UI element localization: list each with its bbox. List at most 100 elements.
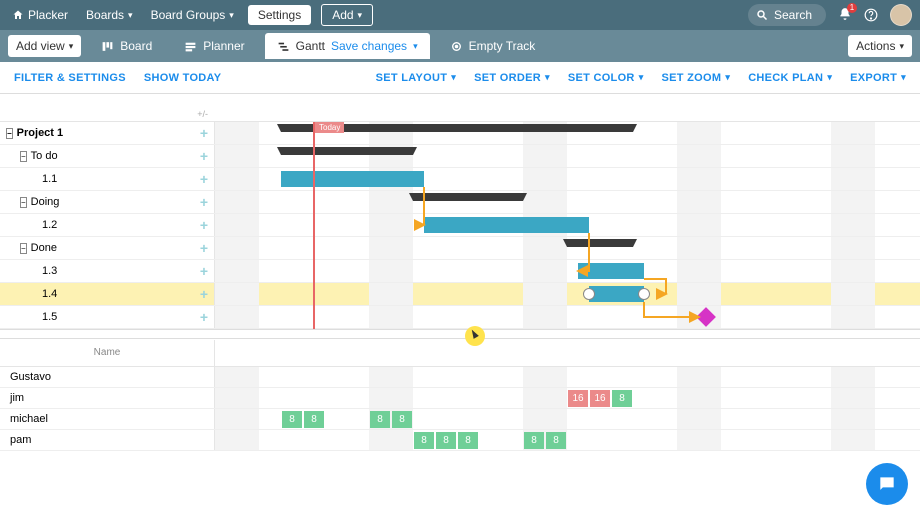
tab-empty-track[interactable]: Empty Track (438, 33, 548, 59)
task-bar[interactable] (578, 263, 644, 279)
add-view-button[interactable]: Add view ▾ (8, 35, 81, 57)
allocation-cell[interactable]: 8 (436, 432, 456, 449)
gantt-row-t14[interactable]: 1.4+ (0, 283, 920, 306)
allocation-cell[interactable]: 8 (524, 432, 544, 449)
timeline-cell[interactable] (215, 260, 920, 282)
set-zoom-button[interactable]: SET ZOOM▾ (662, 72, 731, 84)
gantt-row-done[interactable]: −Done+ (0, 237, 920, 260)
chat-help-button[interactable] (866, 463, 908, 505)
row-label-cell[interactable]: 1.2+ (0, 214, 215, 236)
board-groups-label: Board Groups (151, 8, 226, 22)
add-task-icon[interactable]: + (200, 148, 208, 164)
search-icon (756, 9, 768, 21)
timeline-cell[interactable] (215, 168, 920, 190)
expand-collapse-icon[interactable]: +/- (197, 109, 208, 119)
tab-board[interactable]: Board (89, 33, 164, 59)
chevron-down-icon: ▾ (451, 72, 456, 83)
add-task-icon[interactable]: + (200, 263, 208, 279)
row-label-cell[interactable]: −Project 1+ (0, 122, 215, 144)
filter-settings-button[interactable]: FILTER & SETTINGS (14, 72, 126, 84)
row-label-cell[interactable]: 1.5+ (0, 306, 215, 328)
row-label-cell[interactable]: 1.3+ (0, 260, 215, 282)
resize-handle-right[interactable] (638, 288, 650, 300)
set-color-button[interactable]: SET COLOR▾ (568, 72, 644, 84)
tab-planner[interactable]: Planner (172, 33, 256, 59)
timeline-cell[interactable] (215, 122, 920, 144)
gantt-row-t11[interactable]: 1.1+ (0, 168, 920, 191)
chevron-down-icon: ▾ (128, 10, 133, 21)
add-task-icon[interactable]: + (200, 217, 208, 233)
gantt-row-todo[interactable]: −To do+ (0, 145, 920, 168)
collapse-toggle[interactable]: − (20, 197, 27, 208)
allocation-cell[interactable]: 8 (458, 432, 478, 449)
allocation-cell[interactable]: 8 (392, 411, 412, 428)
summary-bar[interactable] (281, 124, 633, 132)
gantt-row-t12[interactable]: 1.2+ (0, 214, 920, 237)
export-button[interactable]: EXPORT▾ (850, 72, 906, 84)
allocation-cell[interactable]: 8 (546, 432, 566, 449)
allocation-cell[interactable]: 16 (568, 390, 588, 407)
timeline-cell[interactable] (215, 191, 920, 213)
notifications-button[interactable]: 1 (838, 7, 852, 24)
add-task-icon[interactable]: + (200, 171, 208, 187)
resource-row[interactable]: Gustavo (0, 367, 920, 388)
resource-row[interactable]: jim16168 (0, 388, 920, 409)
allocation-cell[interactable]: 8 (370, 411, 390, 428)
board-icon (101, 40, 114, 53)
actions-button[interactable]: Actions ▾ (848, 35, 912, 57)
task-bar[interactable] (424, 217, 589, 233)
timeline-cell[interactable] (215, 283, 920, 305)
summary-bar[interactable] (567, 239, 633, 247)
avatar[interactable] (890, 4, 912, 26)
timeline-cell[interactable] (215, 306, 920, 328)
timeline-cell[interactable] (215, 145, 920, 167)
set-order-button[interactable]: SET ORDER▾ (474, 72, 550, 84)
add-task-icon[interactable]: + (200, 125, 208, 141)
gantt-row-t15[interactable]: 1.5+ (0, 306, 920, 329)
row-label-cell[interactable]: −To do+ (0, 145, 215, 167)
resource-row[interactable]: michael8888 (0, 409, 920, 430)
resource-row[interactable]: pam88888 (0, 430, 920, 451)
timeline-cell[interactable] (215, 237, 920, 259)
row-label-cell[interactable]: −Doing+ (0, 191, 215, 213)
add-task-icon[interactable]: + (200, 240, 208, 256)
task-bar[interactable] (281, 171, 424, 187)
add-task-icon[interactable]: + (200, 309, 208, 325)
gantt-row-t13[interactable]: 1.3+ (0, 260, 920, 283)
row-label-cell[interactable]: −Done+ (0, 237, 215, 259)
timeline-cell[interactable] (215, 214, 920, 236)
collapse-toggle[interactable]: − (6, 128, 13, 139)
gantt-row-doing[interactable]: −Doing+ (0, 191, 920, 214)
allocation-cell[interactable]: 8 (414, 432, 434, 449)
check-plan-button[interactable]: CHECK PLAN▾ (748, 72, 832, 84)
task-bar[interactable] (589, 286, 644, 302)
add-task-icon[interactable]: + (200, 194, 208, 210)
allocation-cell[interactable]: 8 (282, 411, 302, 428)
row-label-cell[interactable]: 1.1+ (0, 168, 215, 190)
set-layout-button[interactable]: SET LAYOUT▾ (376, 72, 457, 84)
allocation-cell[interactable]: 8 (612, 390, 632, 407)
board-groups-menu[interactable]: Board Groups ▾ (147, 6, 238, 24)
pane-divider[interactable] (0, 329, 920, 339)
boards-menu[interactable]: Boards ▾ (82, 6, 137, 24)
help-icon[interactable] (864, 8, 878, 22)
gantt-row-project1[interactable]: −Project 1+ (0, 122, 920, 145)
resize-handle-left[interactable] (583, 288, 595, 300)
allocation-cell[interactable]: 16 (590, 390, 610, 407)
row-label-cell[interactable]: 1.4+ (0, 283, 215, 305)
summary-bar[interactable] (413, 193, 523, 201)
actions-label: Actions (856, 39, 895, 53)
add-task-icon[interactable]: + (200, 286, 208, 302)
summary-bar[interactable] (281, 147, 413, 155)
home-brand[interactable]: Placker (8, 6, 72, 24)
settings-button[interactable]: Settings (248, 5, 311, 25)
home-icon (12, 9, 24, 21)
collapse-toggle[interactable]: − (20, 243, 27, 254)
tab-gantt[interactable]: Gantt Save changes ▾ (265, 33, 430, 59)
allocation-cell[interactable]: 8 (304, 411, 324, 428)
save-changes-link[interactable]: Save changes (331, 39, 407, 53)
collapse-toggle[interactable]: − (20, 151, 27, 162)
add-button[interactable]: Add ▾ (321, 4, 373, 26)
show-today-button[interactable]: SHOW TODAY (144, 72, 222, 84)
search-input[interactable]: Search (748, 4, 826, 26)
